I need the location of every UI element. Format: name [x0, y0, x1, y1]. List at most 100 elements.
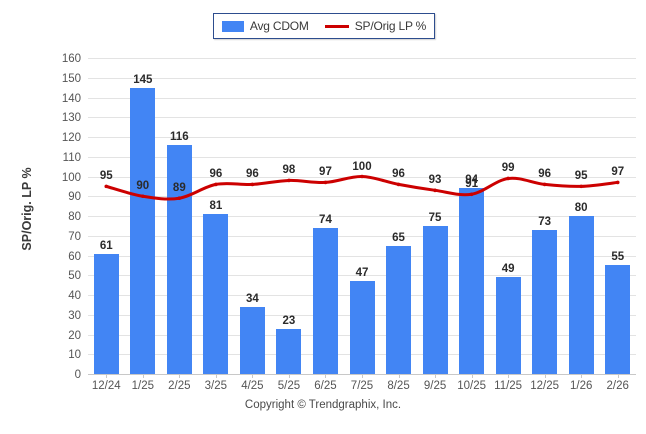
copyright-footer: Copyright © Trendgraphix, Inc.: [244, 399, 402, 411]
bar-11-25[interactable]: [495, 277, 521, 374]
x-tick-label-10-25: 10/25: [457, 380, 486, 392]
y-tick-label: 140: [61, 92, 81, 105]
bar-value-label: 75: [428, 211, 442, 224]
x-tick: [106, 374, 108, 378]
y-tick-label: 50: [68, 270, 81, 283]
y-tick-label: 20: [68, 329, 81, 342]
gridline: 140: [62, 93, 636, 105]
x-tick: [142, 374, 144, 378]
y-tick-label: 130: [61, 112, 81, 125]
bar-value-label: 65: [392, 231, 405, 244]
line-value-label: 95: [574, 170, 588, 183]
bar-value-label: 74: [319, 213, 332, 226]
x-tick: [325, 374, 327, 378]
legend-item-sp-orig-lp[interactable]: SP/Orig LP %: [324, 19, 427, 33]
bar-value-label: 116: [170, 130, 189, 143]
x-tick: [252, 374, 254, 378]
y-tick-label: 160: [61, 53, 81, 65]
x-tick-label-2-26: 2/26: [606, 380, 629, 392]
bar-6-25[interactable]: [312, 227, 338, 374]
line-value-label: 97: [319, 166, 332, 179]
bar-12-25[interactable]: [532, 229, 558, 374]
x-tick-label-9-25: 9/25: [423, 380, 447, 392]
gridline: 80: [68, 211, 636, 223]
bar-10-25[interactable]: [459, 188, 485, 374]
bar-value-label: 49: [501, 263, 515, 276]
y-axis-title: SP/Orig. LP %: [16, 0, 38, 434]
x-tick-label-7-25: 7/25: [350, 380, 374, 392]
legend-item-avg-cdom[interactable]: Avg CDOM: [221, 19, 309, 33]
plot-area: 0 10 20 30 40 50 60 70 80 90 100 110 120 130 140 150 160…: [62, 53, 636, 381]
y-tick-label: 10: [68, 349, 81, 362]
line-value-label: 90: [136, 180, 150, 193]
x-tick: [288, 374, 290, 378]
x-tick: [581, 374, 583, 378]
line-value-label: 100: [352, 160, 372, 173]
x-tick: [471, 374, 473, 378]
y-tick-label: 30: [68, 309, 81, 322]
y-tick-label: 70: [68, 230, 81, 243]
x-tick: [179, 374, 181, 378]
x-axis: 12/24 1/25 2/25 3/25 4/25 5/25 6/25 7/25 8/25 9/2…: [88, 374, 636, 398]
line-value-label: 89: [172, 182, 186, 195]
bar-3-25[interactable]: [203, 214, 229, 374]
line-swatch-icon: [324, 24, 349, 28]
gridline: 70: [68, 231, 636, 243]
x-tick: [544, 374, 546, 378]
bar-12-24[interactable]: [93, 253, 119, 374]
y-tick-label: 90: [68, 191, 81, 204]
x-tick-label-8-25: 8/25: [387, 380, 410, 392]
x-tick: [398, 374, 400, 378]
y-axis-title-text: SP/Orig. LP %: [20, 167, 34, 251]
y-tick-label: 150: [61, 72, 81, 85]
line-value-label: 96: [538, 168, 552, 181]
data-labels: 61 145 116 81 34 23 74 47 65 75 94 49 73 80 55 95 90 89 96…: [88, 58, 636, 374]
bar-4-25[interactable]: [239, 306, 265, 374]
line-value-label: 99: [501, 162, 515, 175]
x-tick-label-4-25: 4/25: [241, 380, 264, 392]
bar-1-25[interactable]: [130, 87, 156, 374]
x-tick: [508, 374, 510, 378]
x-tick: [215, 374, 217, 378]
gridline: 60: [68, 251, 636, 263]
bar-value-label: 61: [99, 239, 113, 252]
line-value-label: 93: [428, 174, 442, 187]
y-tick-label: 110: [62, 151, 81, 164]
bar-7-25[interactable]: [349, 281, 375, 374]
bar-1-26[interactable]: [568, 216, 594, 374]
gridline: 50: [68, 270, 636, 282]
legend-label-sp-orig-lp: SP/Orig LP %: [354, 19, 427, 33]
y-tick-label: 40: [68, 290, 81, 302]
x-tick: [617, 374, 619, 378]
line-value-label: 95: [99, 170, 113, 183]
bar-5-25[interactable]: [276, 328, 302, 374]
y-tick-label: 80: [68, 211, 81, 223]
bar-value-label: 81: [209, 200, 223, 213]
line-value-label: 96: [392, 168, 405, 181]
x-tick-label-11-25: 11/25: [494, 380, 523, 392]
y-tick-label: 100: [61, 171, 81, 184]
y-tick-label: 120: [61, 132, 81, 144]
bar-9-25[interactable]: [422, 225, 448, 374]
x-tick-label-12-25: 12/25: [530, 380, 560, 392]
x-tick: [435, 374, 437, 378]
gridline: 110: [63, 152, 636, 164]
bar-swatch-icon: [221, 20, 244, 32]
x-tick-label-6-25: 6/25: [314, 380, 337, 392]
x-tick: [362, 374, 363, 378]
bar-value-label: 80: [574, 202, 588, 214]
gridline: 160: [62, 53, 636, 65]
chart-legend: Avg CDOM SP/Orig LP %: [213, 13, 435, 39]
bar-value-label: 34: [245, 292, 259, 305]
legend-label-avg-cdom: Avg CDOM: [249, 19, 309, 33]
y-tick-label: 0: [74, 369, 81, 381]
line-value-label: 98: [282, 164, 296, 177]
x-tick-label-1-25: 1/25: [131, 380, 154, 392]
line-value-label: 91: [465, 178, 478, 191]
line-value-label: 96: [245, 168, 259, 181]
x-tick-label-1-26: 1/26: [569, 380, 593, 392]
bar-value-label: 23: [282, 314, 296, 327]
bar-8-25[interactable]: [386, 245, 412, 374]
bar-2-26[interactable]: [605, 265, 631, 374]
